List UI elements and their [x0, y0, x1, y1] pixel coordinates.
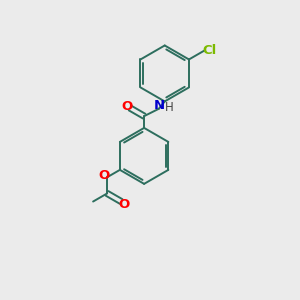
Text: O: O [118, 198, 130, 211]
Text: N: N [153, 99, 164, 112]
Text: O: O [98, 169, 109, 182]
Text: Cl: Cl [202, 44, 217, 57]
Text: H: H [165, 101, 173, 114]
Text: O: O [121, 100, 132, 113]
